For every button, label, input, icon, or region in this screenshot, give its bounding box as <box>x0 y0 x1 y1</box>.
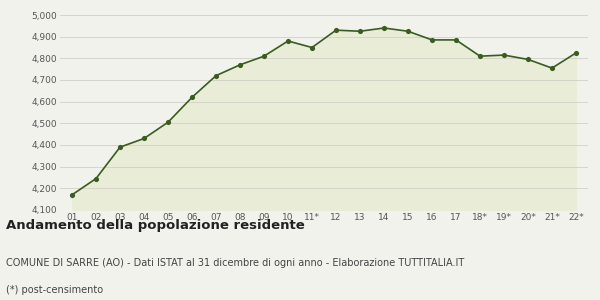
Point <box>499 53 509 58</box>
Point <box>91 176 101 181</box>
Point <box>379 26 389 30</box>
Point <box>259 54 269 58</box>
Point <box>451 38 461 42</box>
Text: (*) post-censimento: (*) post-censimento <box>6 285 103 295</box>
Text: Andamento della popolazione residente: Andamento della popolazione residente <box>6 219 305 232</box>
Point <box>115 145 125 150</box>
Point <box>163 120 173 124</box>
Point <box>211 73 221 78</box>
Point <box>403 29 413 34</box>
Point <box>523 57 533 62</box>
Point <box>67 192 77 197</box>
Point <box>139 136 149 141</box>
Point <box>427 38 437 42</box>
Point <box>571 50 581 55</box>
Point <box>355 29 365 34</box>
Point <box>235 62 245 67</box>
Point <box>475 54 485 58</box>
Point <box>547 66 557 70</box>
Point <box>187 95 197 100</box>
Point <box>331 28 341 33</box>
Point <box>283 39 293 44</box>
Point <box>307 45 317 50</box>
Text: COMUNE DI SARRE (AO) - Dati ISTAT al 31 dicembre di ogni anno - Elaborazione TUT: COMUNE DI SARRE (AO) - Dati ISTAT al 31 … <box>6 258 464 268</box>
